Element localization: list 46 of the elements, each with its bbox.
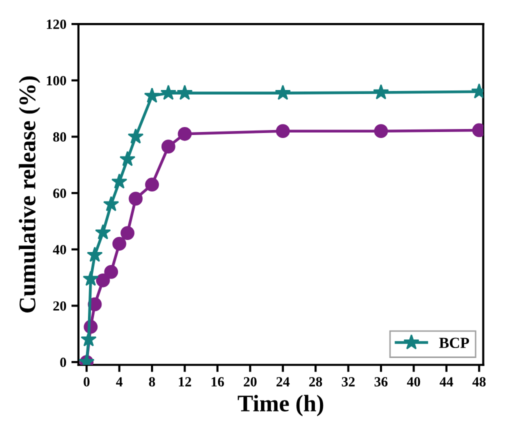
x-tick-label: 8	[149, 377, 156, 386]
y-tick-label: 60	[53, 188, 66, 198]
point	[104, 264, 118, 279]
y-tick-label: 120	[46, 20, 66, 29]
y-axis-title: Cumulative release (%)	[18, 76, 40, 312]
y-tick-label: 100	[46, 76, 66, 86]
x-tick-label: 32	[342, 377, 355, 386]
point	[274, 84, 291, 100]
point	[112, 236, 126, 251]
x-tick-label: 4	[116, 377, 123, 386]
point	[96, 273, 110, 288]
y-tick-label: 20	[53, 301, 66, 311]
x-tick-label: 40	[406, 377, 420, 386]
point	[374, 124, 388, 138]
point	[103, 196, 120, 212]
point	[80, 331, 97, 346]
point	[86, 246, 103, 262]
x-tick-label: 44	[440, 377, 454, 386]
x-tick-label: 20	[244, 377, 257, 386]
point	[144, 88, 160, 103]
x-tick-label: 16	[212, 377, 224, 386]
x-tick-label: 0	[84, 377, 90, 386]
point	[111, 173, 128, 189]
point	[373, 84, 389, 100]
point	[160, 84, 176, 100]
point	[176, 84, 193, 100]
point	[95, 224, 111, 240]
y-tick-label: 80	[53, 132, 66, 142]
point	[178, 126, 192, 141]
point	[276, 124, 290, 138]
point	[161, 140, 176, 154]
y-tick-label: 0	[60, 358, 66, 368]
point	[82, 270, 99, 286]
point	[145, 178, 159, 192]
x-tick-label: 48	[472, 377, 486, 386]
x-tick-label: 28	[309, 377, 322, 386]
x-axis-title: Time (h)	[238, 394, 324, 416]
legend-label: BCP	[439, 338, 470, 348]
x-tick-label: 24	[276, 377, 290, 386]
point	[128, 128, 144, 144]
point	[120, 150, 136, 166]
point	[128, 192, 143, 206]
point	[120, 226, 134, 240]
y-tick-label: 40	[52, 244, 66, 254]
x-tick-label: 12	[178, 377, 192, 386]
x-tick-label: 36	[374, 377, 388, 386]
